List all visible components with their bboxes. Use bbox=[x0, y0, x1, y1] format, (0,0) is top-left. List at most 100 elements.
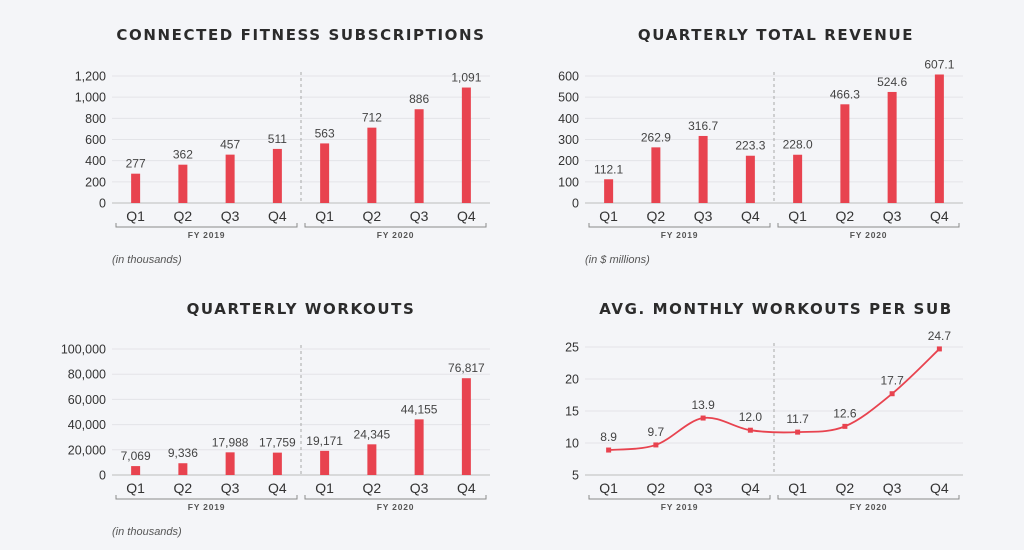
fiscal-year-bracket bbox=[588, 223, 771, 228]
bar bbox=[131, 173, 141, 203]
fiscal-year-bracket bbox=[304, 223, 487, 228]
x-tick-label: Q1 bbox=[599, 480, 618, 496]
x-tick-label: Q4 bbox=[930, 208, 949, 224]
fiscal-year-label: FY 2020 bbox=[377, 230, 415, 240]
data-label: 316.7 bbox=[688, 119, 718, 133]
x-tick-label: Q3 bbox=[221, 480, 240, 496]
fiscal-year-bracket bbox=[304, 495, 487, 500]
y-tick-label: 20,000 bbox=[68, 443, 106, 457]
bar bbox=[320, 143, 330, 203]
y-tick-label: 0 bbox=[99, 197, 106, 211]
y-tick-label: 0 bbox=[572, 197, 579, 211]
fiscal-year-bracket bbox=[115, 223, 298, 228]
data-point bbox=[747, 427, 753, 433]
chart-1: CONNECTED FITNESS SUBSCRIPTIONS 0 200 400 60… bbox=[75, 26, 490, 266]
fiscal-year-label: FY 2020 bbox=[850, 230, 888, 240]
fiscal-year-bracket bbox=[115, 495, 298, 500]
y-tick-label: 10 bbox=[565, 437, 579, 451]
y-tick-label: 500 bbox=[558, 91, 579, 105]
x-tick-label: Q1 bbox=[788, 480, 807, 496]
data-label: 17,759 bbox=[259, 436, 296, 450]
bar bbox=[887, 91, 897, 203]
x-tick-label: Q2 bbox=[836, 480, 855, 496]
fiscal-year-label: FY 2020 bbox=[377, 502, 415, 512]
bar bbox=[745, 155, 755, 203]
x-tick-label: Q3 bbox=[410, 480, 429, 496]
x-tick-label: Q2 bbox=[836, 208, 855, 224]
data-label: 607.1 bbox=[924, 57, 954, 71]
fiscal-year-label: FY 2019 bbox=[188, 502, 226, 512]
data-label: 223.3 bbox=[735, 139, 765, 153]
x-tick-label: Q1 bbox=[788, 208, 807, 224]
x-tick-label: Q1 bbox=[599, 208, 618, 224]
data-label: 362 bbox=[173, 148, 193, 162]
x-tick-label: Q4 bbox=[741, 480, 760, 496]
fiscal-year-label: FY 2019 bbox=[188, 230, 226, 240]
y-tick-label: 200 bbox=[558, 154, 579, 168]
bar bbox=[131, 466, 141, 475]
data-label: 12.0 bbox=[739, 410, 763, 424]
chart-title: QUARTERLY TOTAL REVENUE bbox=[638, 26, 914, 44]
units-note: (in thousands) bbox=[112, 526, 182, 538]
data-label: 524.6 bbox=[877, 75, 907, 89]
data-point bbox=[936, 346, 942, 352]
y-tick-label: 600 bbox=[558, 70, 579, 84]
fiscal-year-bracket bbox=[777, 495, 960, 500]
data-label: 17.7 bbox=[880, 374, 904, 388]
bar bbox=[178, 463, 188, 475]
data-label: 44,155 bbox=[401, 402, 438, 416]
bar bbox=[793, 154, 803, 203]
x-tick-label: Q4 bbox=[930, 480, 949, 496]
x-tick-label: Q4 bbox=[741, 208, 760, 224]
data-point bbox=[795, 429, 801, 435]
y-tick-label: 60,000 bbox=[68, 393, 106, 407]
data-point bbox=[653, 442, 659, 448]
x-tick-label: Q4 bbox=[457, 208, 476, 224]
data-label: 7,069 bbox=[121, 449, 151, 463]
y-tick-label: 400 bbox=[558, 112, 579, 126]
data-label: 1,091 bbox=[451, 71, 481, 85]
data-label: 511 bbox=[268, 132, 287, 146]
chart-title: QUARTERLY WORKOUTS bbox=[187, 300, 416, 318]
x-tick-label: Q2 bbox=[363, 480, 382, 496]
x-tick-label: Q1 bbox=[126, 208, 145, 224]
data-label: 886 bbox=[409, 92, 429, 106]
fiscal-year-label: FY 2019 bbox=[661, 230, 699, 240]
y-tick-label: 800 bbox=[85, 112, 106, 126]
x-tick-label: Q3 bbox=[410, 208, 429, 224]
x-tick-label: Q3 bbox=[883, 480, 902, 496]
x-tick-label: Q2 bbox=[174, 208, 193, 224]
x-tick-label: Q2 bbox=[363, 208, 382, 224]
x-tick-label: Q2 bbox=[174, 480, 193, 496]
y-tick-label: 15 bbox=[565, 405, 579, 419]
y-tick-label: 300 bbox=[558, 133, 579, 147]
data-label: 466.3 bbox=[830, 87, 860, 101]
y-tick-label: 1,200 bbox=[75, 70, 106, 84]
data-label: 262.9 bbox=[641, 130, 671, 144]
data-label: 457 bbox=[220, 138, 240, 152]
data-label: 24.7 bbox=[928, 329, 952, 343]
fiscal-year-bracket bbox=[588, 495, 771, 500]
bar bbox=[414, 109, 424, 203]
bar bbox=[225, 452, 235, 475]
chart-title: CONNECTED FITNESS SUBSCRIPTIONS bbox=[116, 26, 485, 44]
data-label: 563 bbox=[315, 126, 335, 140]
y-tick-label: 80,000 bbox=[68, 368, 106, 382]
x-tick-label: Q3 bbox=[883, 208, 902, 224]
x-tick-label: Q1 bbox=[315, 208, 334, 224]
y-tick-label: 0 bbox=[99, 469, 106, 483]
data-label: 9,336 bbox=[168, 446, 198, 460]
data-point bbox=[889, 391, 895, 397]
bar bbox=[320, 450, 330, 475]
y-tick-label: 100 bbox=[558, 175, 579, 189]
y-tick-label: 200 bbox=[85, 175, 106, 189]
data-point bbox=[700, 415, 706, 421]
data-label: 13.9 bbox=[691, 398, 715, 412]
data-label: 112.1 bbox=[594, 162, 623, 176]
x-tick-label: Q2 bbox=[647, 208, 666, 224]
data-point bbox=[606, 447, 612, 453]
bar bbox=[367, 127, 377, 203]
x-tick-label: Q3 bbox=[694, 480, 713, 496]
bar bbox=[461, 378, 471, 475]
units-note: (in thousands) bbox=[112, 254, 182, 266]
